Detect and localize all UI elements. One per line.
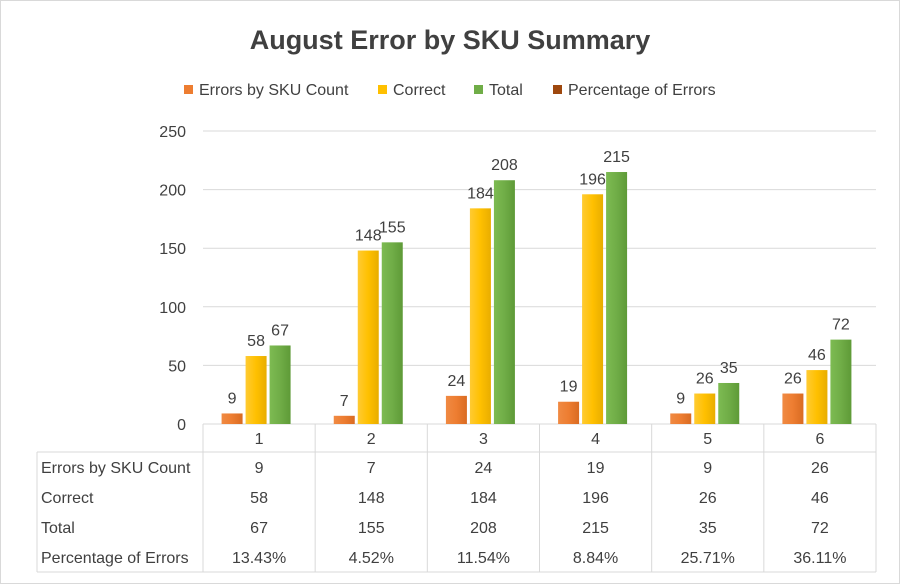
bar-series2-cat2 (357, 250, 379, 424)
x-category-label: 1 (255, 431, 264, 448)
bar-series1-cat2 (333, 415, 355, 424)
legend-swatch-2 (378, 85, 387, 94)
table-cell: 9 (255, 460, 264, 477)
data-label: 148 (355, 228, 382, 245)
table-cell: 7 (367, 460, 376, 477)
bar-series1-cat6 (782, 393, 804, 424)
bar-series1-cat3 (445, 395, 467, 424)
bar-series3-cat2 (381, 242, 403, 424)
legend-label-3: Total (489, 82, 523, 99)
y-tick-label: 200 (159, 183, 186, 200)
table-cell: 11.54% (457, 550, 510, 567)
data-label: 46 (808, 347, 826, 364)
legend-label-4: Percentage of Errors (568, 82, 716, 99)
table-cell: 26 (811, 460, 829, 477)
data-label: 58 (247, 333, 265, 350)
data-table: 1 2 3 4 5 6 Errors by SKU Count 9 7 24 19 9 26 Correc… (36, 424, 877, 573)
table-cell: 184 (470, 490, 497, 507)
bar-series3-cat6 (830, 339, 852, 424)
table-cell: 155 (358, 520, 385, 537)
table-row-label: Total (41, 520, 75, 537)
data-label: 35 (720, 360, 738, 377)
x-category-label: 6 (815, 431, 824, 448)
table-row-label: Percentage of Errors (41, 550, 189, 567)
legend: Errors by SKU Count Correct Total Percentag… (184, 82, 716, 99)
y-tick-label: 100 (159, 300, 186, 317)
table-cell: 58 (250, 490, 268, 507)
table-cell: 148 (358, 490, 385, 507)
chart-title: August Error by SKU Summary (250, 25, 651, 55)
bar-series3-cat1 (269, 345, 291, 424)
data-label: 24 (448, 373, 466, 390)
data-label: 9 (228, 390, 237, 407)
data-labels: 9 7 24 19 9 26 58 148 184 196 26 46 67 155 208 215 35 72 (228, 149, 850, 410)
x-category-label: 4 (591, 431, 600, 448)
data-label: 184 (467, 185, 494, 202)
bar-series3-cat3 (493, 180, 515, 424)
bar-series2-cat4 (582, 194, 604, 424)
table-row-label: Errors by SKU Count (41, 460, 191, 477)
data-label: 9 (676, 390, 685, 407)
legend-swatch-4 (553, 85, 562, 94)
table-cell: 67 (250, 520, 268, 537)
data-label: 215 (603, 149, 630, 166)
bar-series1-cat4 (558, 401, 580, 424)
y-tick-label: 0 (177, 417, 186, 434)
table-cell: 26 (699, 490, 717, 507)
bar-series2-cat3 (469, 208, 491, 424)
table-cell: 46 (811, 490, 829, 507)
table-cell: 208 (470, 520, 497, 537)
data-label: 155 (379, 219, 406, 236)
data-label: 196 (579, 171, 606, 188)
table-cell: 72 (811, 520, 829, 537)
legend-swatch-1 (184, 85, 193, 94)
data-label: 26 (784, 371, 802, 388)
table-cell: 19 (587, 460, 605, 477)
x-category-label: 2 (367, 431, 376, 448)
table-cell: 196 (582, 490, 609, 507)
y-tick-label: 150 (159, 241, 186, 258)
table-cell: 4.52% (349, 550, 394, 567)
bar-series1-cat5 (670, 413, 692, 424)
x-category-label: 3 (479, 431, 488, 448)
y-tick-label: 250 (159, 124, 186, 141)
x-category-label: 5 (703, 431, 712, 448)
table-cell: 24 (475, 460, 493, 477)
y-tick-label: 50 (168, 358, 186, 375)
gridlines (203, 130, 876, 425)
bars (221, 172, 852, 424)
bar-series3-cat5 (718, 382, 740, 424)
table-cell: 13.43% (232, 550, 286, 567)
legend-swatch-3 (474, 85, 483, 94)
table-cell: 35 (699, 520, 717, 537)
bar-series3-cat4 (606, 172, 628, 424)
data-label: 67 (271, 322, 289, 339)
data-label: 7 (340, 393, 349, 410)
bar-series2-cat1 (245, 356, 267, 424)
data-label: 26 (696, 371, 714, 388)
table-cell: 8.84% (573, 550, 618, 567)
legend-label-1: Errors by SKU Count (199, 82, 349, 99)
bar-series2-cat5 (694, 393, 716, 424)
table-cell: 215 (582, 520, 609, 537)
legend-label-2: Correct (393, 82, 446, 99)
table-cell: 36.11% (793, 550, 846, 567)
y-axis: 0 50 100 150 200 250 (159, 124, 186, 434)
bar-series2-cat6 (806, 370, 828, 424)
data-label: 208 (491, 157, 518, 174)
bar-series1-cat1 (221, 413, 243, 424)
table-cell: 25.71% (681, 550, 735, 567)
table-row-label: Correct (41, 490, 94, 507)
table-cell: 9 (703, 460, 712, 477)
data-label: 19 (560, 379, 578, 396)
data-label: 72 (832, 317, 850, 334)
